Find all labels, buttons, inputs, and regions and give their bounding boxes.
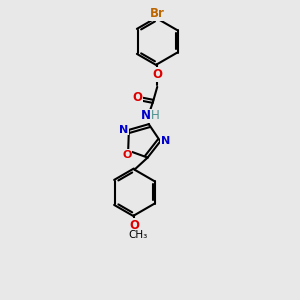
Text: O: O bbox=[122, 150, 132, 160]
Text: N: N bbox=[119, 125, 128, 135]
Text: Br: Br bbox=[150, 7, 165, 20]
Text: CH₃: CH₃ bbox=[128, 230, 147, 240]
Text: O: O bbox=[133, 91, 142, 104]
Text: N: N bbox=[161, 136, 170, 146]
Text: H: H bbox=[151, 110, 160, 122]
Text: O: O bbox=[152, 68, 162, 81]
Text: O: O bbox=[130, 219, 140, 232]
Text: N: N bbox=[141, 110, 151, 122]
